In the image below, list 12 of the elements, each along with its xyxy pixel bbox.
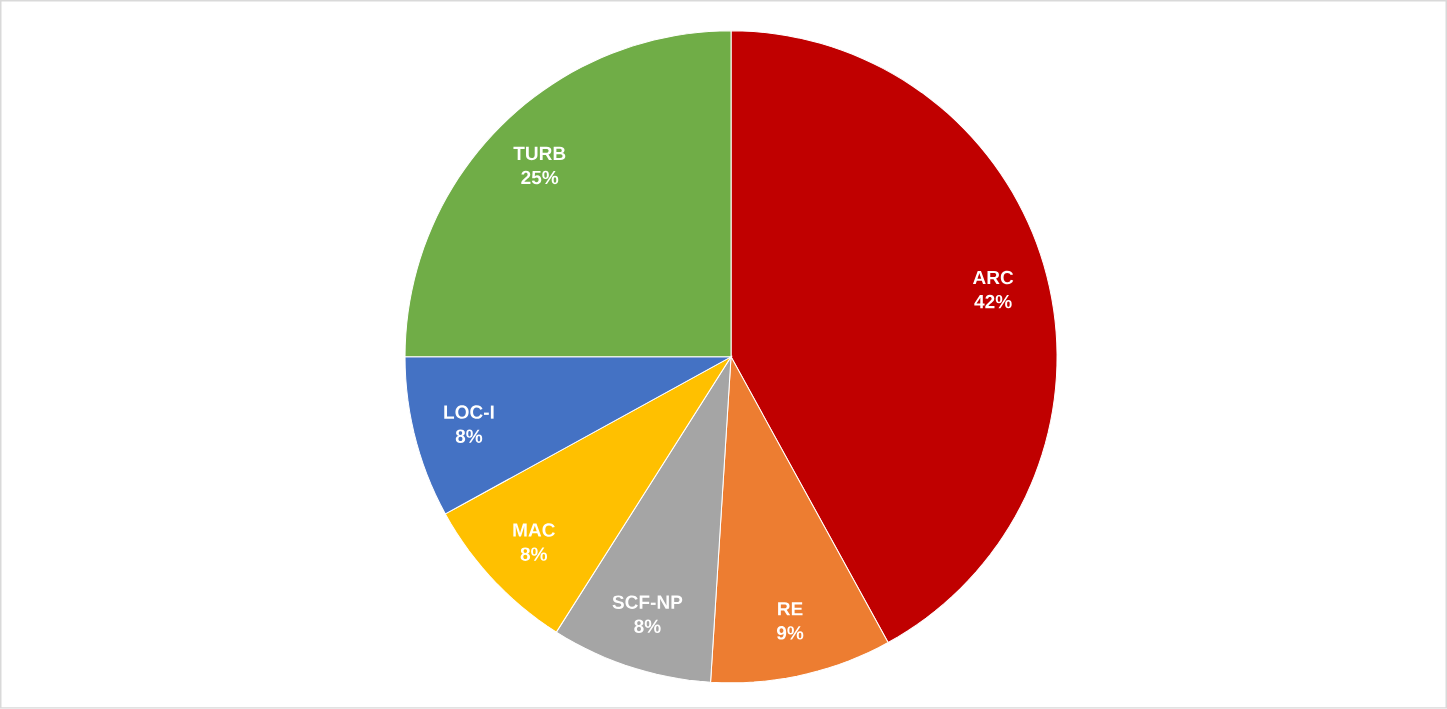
slice-label: TURB xyxy=(513,146,566,161)
slice-label: MAC xyxy=(513,523,555,537)
slice-label: SCF-NP xyxy=(612,595,683,610)
data-label: 8% xyxy=(634,619,661,634)
slice-label: ARC xyxy=(972,270,1014,285)
data-label: 9% xyxy=(776,626,804,640)
slice-label: RE xyxy=(778,602,803,616)
data-label: 25% xyxy=(521,170,559,185)
data-label: 8% xyxy=(455,429,483,444)
data-label: 42% xyxy=(974,295,1012,309)
slice-label: LOC-I xyxy=(444,405,494,419)
data-label: 8% xyxy=(520,547,548,562)
